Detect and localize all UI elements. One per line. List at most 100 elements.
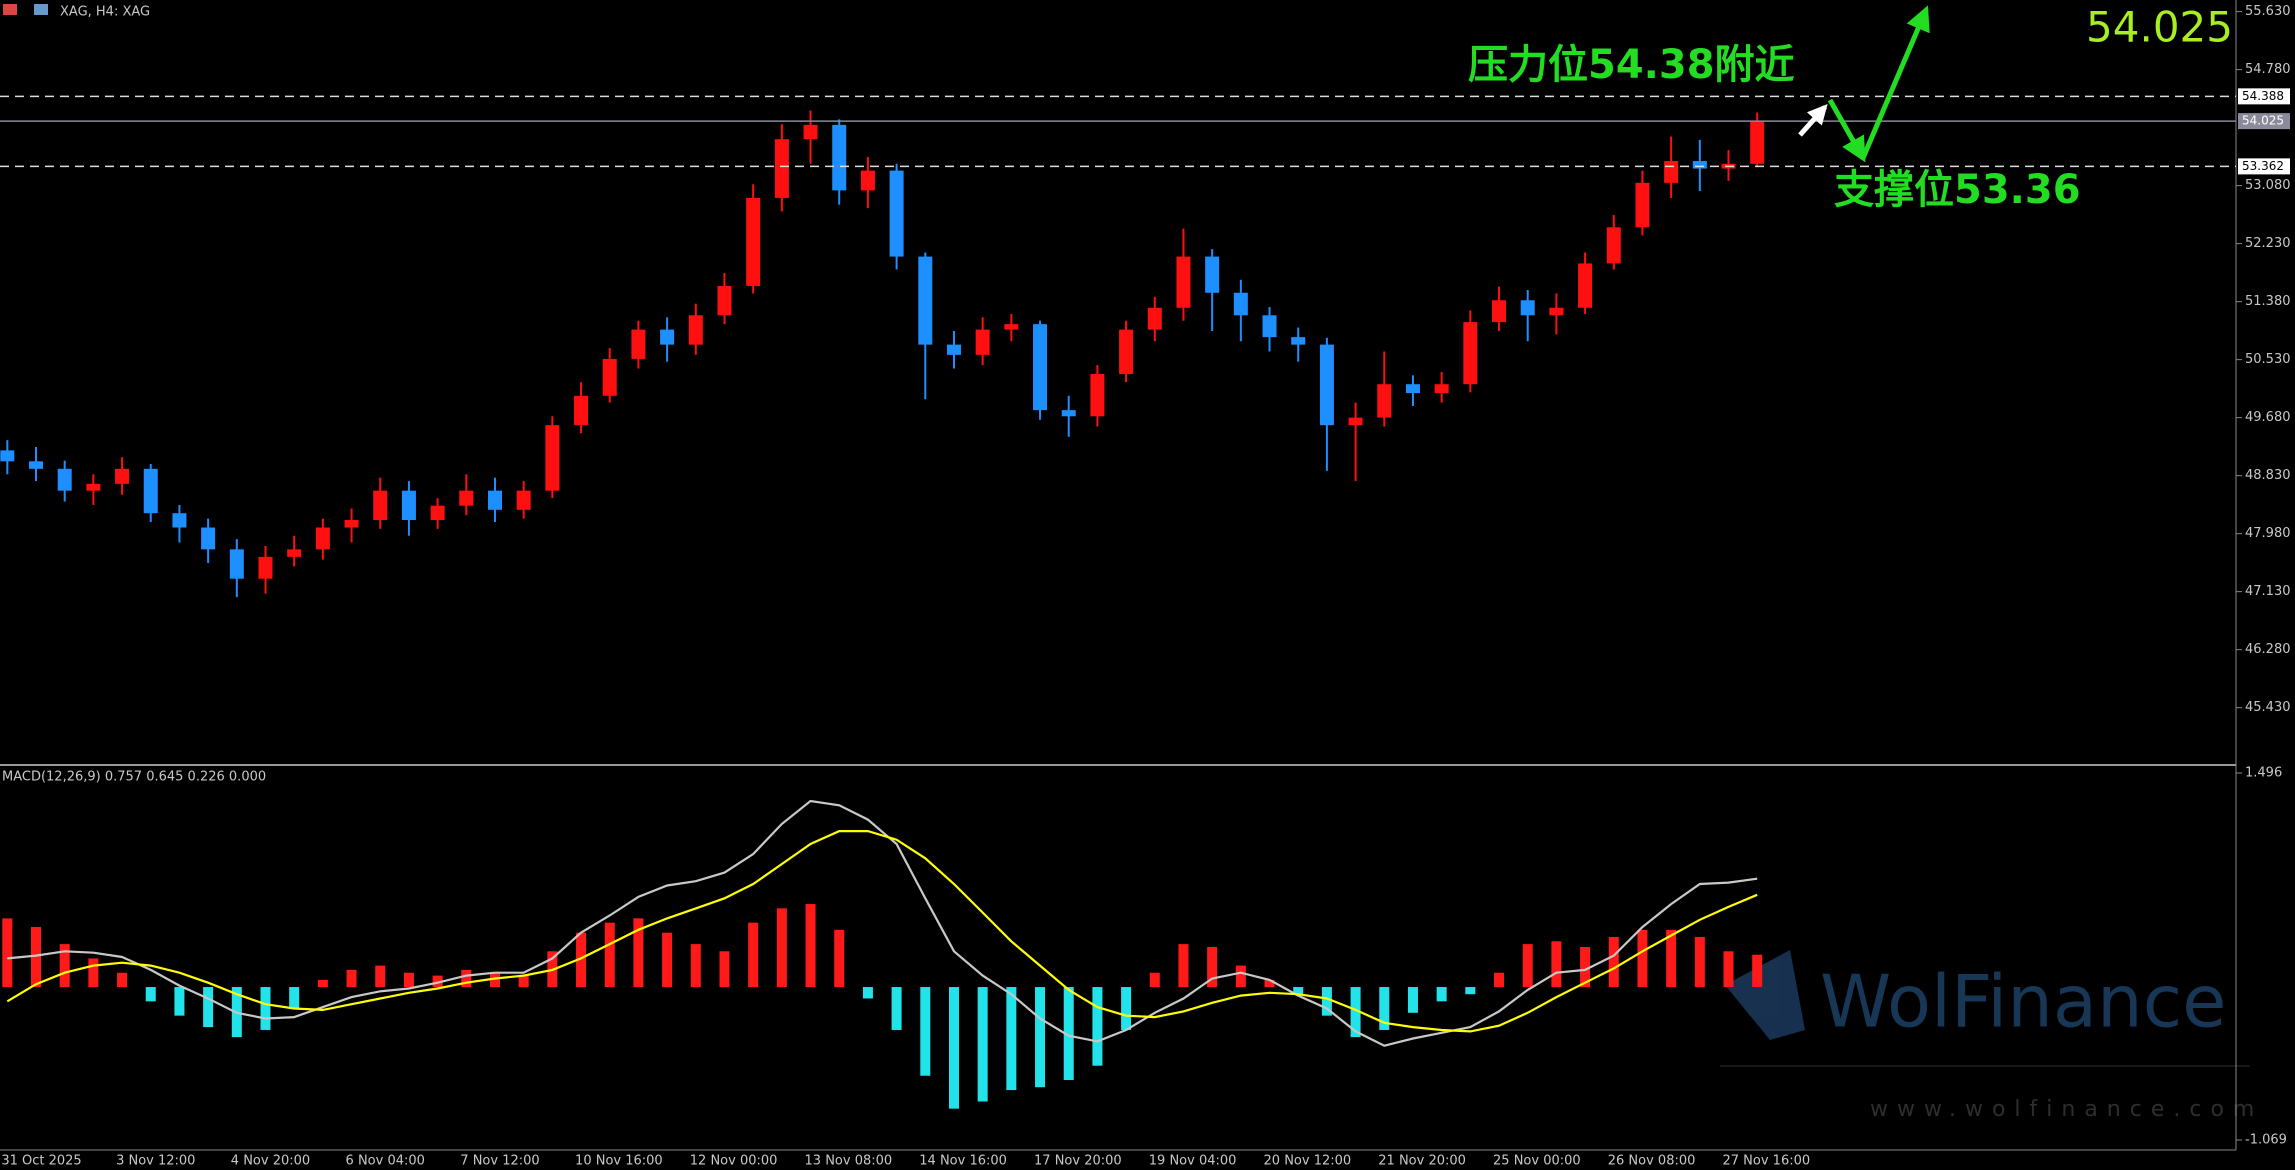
candle-body: [143, 468, 158, 514]
histogram-bar: [576, 932, 587, 988]
y-tick-label: 53.080: [2245, 178, 2291, 193]
candle-body: [602, 358, 617, 396]
candle-body: [229, 549, 244, 579]
histogram-bar: [1694, 936, 1705, 988]
x-tick-label: 6 Nov 04:00: [346, 1154, 425, 1169]
histogram-bar: [2, 918, 13, 988]
candle-body: [516, 490, 531, 510]
candle-body: [1578, 263, 1593, 308]
level-label: 54.388: [2242, 89, 2284, 103]
arrow: [1827, 98, 1866, 163]
x-tick-label: 14 Nov 16:00: [919, 1154, 1007, 1169]
y-tick-label: 55.630: [2245, 4, 2291, 19]
x-tick-label: 7 Nov 12:00: [460, 1154, 539, 1169]
x-tick-label: 13 Nov 08:00: [805, 1154, 893, 1169]
candle-body: [1176, 256, 1191, 308]
y-tick-label: 52.230: [2245, 236, 2291, 251]
histogram-bar: [690, 944, 701, 988]
histogram-bar: [1121, 987, 1132, 1030]
histogram-bar: [1264, 979, 1275, 988]
histogram-bar: [1407, 987, 1418, 1013]
resistance-note: 压力位54.38附近: [1468, 42, 1795, 88]
histogram-bar: [117, 972, 128, 988]
candle-body: [1692, 161, 1707, 169]
histogram-bar: [1063, 987, 1074, 1081]
histogram-bar: [1551, 941, 1562, 988]
histogram-bar: [1379, 987, 1390, 1030]
candle-body: [201, 527, 216, 550]
y-tick-label: 51.380: [2245, 294, 2291, 309]
candle-body: [1262, 315, 1277, 338]
histogram-bar: [1235, 965, 1246, 988]
candle-body: [1405, 384, 1420, 394]
x-tick-label: 25 Nov 00:00: [1493, 1154, 1581, 1169]
histogram-bar: [1637, 929, 1648, 988]
candle-body: [545, 425, 560, 491]
histogram-bar: [1092, 987, 1103, 1066]
x-tick-label: 27 Nov 16:00: [1723, 1154, 1811, 1169]
arrow: [1798, 104, 1828, 137]
candle-body: [1090, 373, 1105, 417]
histogram-bar: [1321, 987, 1332, 1016]
histogram-bar: [403, 972, 414, 988]
candle-body: [774, 139, 789, 198]
candle-body: [487, 490, 502, 510]
histogram-bar: [1350, 987, 1361, 1038]
candle-body: [1319, 344, 1334, 426]
y-tick-label: -1.069: [2245, 1132, 2287, 1147]
y-tick-label: 45.430: [2245, 700, 2291, 715]
x-tick-label: 20 Nov 12:00: [1264, 1154, 1352, 1169]
x-tick-label: 19 Nov 04:00: [1149, 1154, 1237, 1169]
x-tick-label: 10 Nov 16:00: [575, 1154, 663, 1169]
candle-body: [688, 315, 703, 345]
histogram-bar: [317, 979, 328, 988]
histogram-bar: [461, 969, 472, 988]
candle-body: [1348, 417, 1363, 426]
last-price-box: [2238, 113, 2290, 130]
watermark: WolFinance www.wolfinance.com: [1720, 950, 2254, 1122]
support-note: 支撑位53.36: [1834, 167, 2081, 213]
candle-body: [1635, 182, 1650, 228]
candle-body: [430, 505, 445, 521]
histogram-bar: [633, 918, 644, 988]
x-tick-label: 21 Nov 20:00: [1378, 1154, 1466, 1169]
histogram-bar: [1207, 946, 1218, 988]
histogram-bar: [920, 987, 931, 1076]
candle-body: [401, 490, 416, 521]
candle-body: [1004, 324, 1019, 330]
histogram-bar: [948, 987, 959, 1109]
x-tick-label: 4 Nov 20:00: [231, 1154, 310, 1169]
histogram-bar: [1465, 987, 1476, 995]
candle-body: [258, 556, 273, 579]
histogram-bar: [174, 987, 185, 1016]
candle-body: [1606, 227, 1621, 264]
y-tick-label: 46.280: [2245, 642, 2291, 657]
histogram-bar: [260, 987, 271, 1030]
histogram-bar: [518, 975, 529, 988]
candle-body: [660, 329, 675, 345]
histogram-bar: [1522, 944, 1533, 988]
candle-body: [1520, 300, 1535, 316]
histogram-bar: [375, 965, 386, 988]
candle-body: [746, 197, 761, 286]
level-label-box: [2238, 158, 2290, 175]
candle-body: [315, 527, 330, 550]
histogram-bar: [776, 908, 787, 988]
candle-body: [57, 468, 72, 491]
level-label: 53.362: [2242, 159, 2284, 173]
candle-body: [373, 490, 388, 521]
macd-line: [6, 830, 1758, 1033]
y-tick-label: 47.980: [2245, 526, 2291, 541]
candle-body: [631, 329, 646, 359]
candle-body: [1147, 307, 1162, 330]
histogram-bar: [31, 926, 42, 988]
histogram-bar: [489, 972, 500, 988]
candle-body: [574, 395, 589, 426]
y-tick-label: 49.680: [2245, 410, 2291, 425]
histogram-bar: [145, 987, 156, 1002]
macd-title: MACD(12,26,9) 0.757 0.645 0.226 0.000: [2, 770, 266, 785]
histogram-bar: [1293, 987, 1304, 995]
candle-body: [1434, 384, 1449, 394]
histogram-bar: [432, 975, 443, 988]
histogram-bar: [662, 932, 673, 988]
